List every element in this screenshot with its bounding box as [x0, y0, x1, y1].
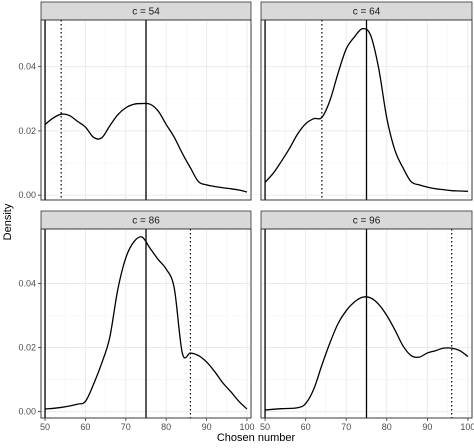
x-tick-label: 80: [382, 422, 392, 432]
x-tick-label: 50: [260, 422, 270, 432]
y-tick-label: 0.00: [18, 407, 36, 417]
facet-panel-64: c = 64: [260, 1, 473, 201]
x-tick-label: 90: [422, 422, 432, 432]
x-tick-label: 70: [341, 422, 351, 432]
x-tick-label: 60: [301, 422, 311, 432]
facet-strip-label: c = 96: [353, 216, 381, 227]
y-tick-label: 0.04: [18, 278, 36, 288]
panel-border: [260, 19, 473, 201]
panel-border: [260, 228, 473, 419]
panel-border: [40, 19, 252, 201]
x-axis-title: Chosen number: [217, 432, 296, 444]
density-curve: [44, 236, 248, 410]
y-tick-label: 0.04: [18, 62, 36, 72]
density-curve: [264, 27, 468, 192]
x-tick-label: 70: [121, 422, 131, 432]
facet-strip-label: c = 86: [132, 216, 160, 227]
y-tick-label: 0.02: [18, 343, 36, 353]
y-axis-title: Density: [2, 203, 14, 240]
x-tick-label: 80: [161, 422, 171, 432]
x-tick-label: 50: [40, 422, 50, 432]
density-curve: [265, 296, 469, 411]
y-tick-label: 0.02: [18, 126, 36, 136]
y-tick-label: 0.00: [18, 190, 36, 200]
x-tick-label: 60: [80, 422, 90, 432]
x-tick-label: 100: [239, 422, 254, 432]
panel-border: [40, 228, 252, 419]
panels-layer: c = 54 0.00 0.02 0.04 c = 64 c = 86 0.00 0.02 0.…: [18, 1, 474, 432]
facet-panel-86: c = 86 0.00 0.02 0.04 50 60 70 80 90 100: [18, 210, 254, 432]
facet-panel-54: c = 54 0.00 0.02 0.04: [18, 1, 252, 201]
facet-strip-label: c = 64: [353, 7, 381, 18]
x-tick-label: 90: [202, 422, 212, 432]
density-curve: [44, 102, 248, 193]
facet-strip-label: c = 54: [132, 7, 160, 18]
facet-panel-96: c = 96 50 60 70 80 90 100: [260, 210, 474, 432]
x-tick-label: 100: [460, 422, 474, 432]
